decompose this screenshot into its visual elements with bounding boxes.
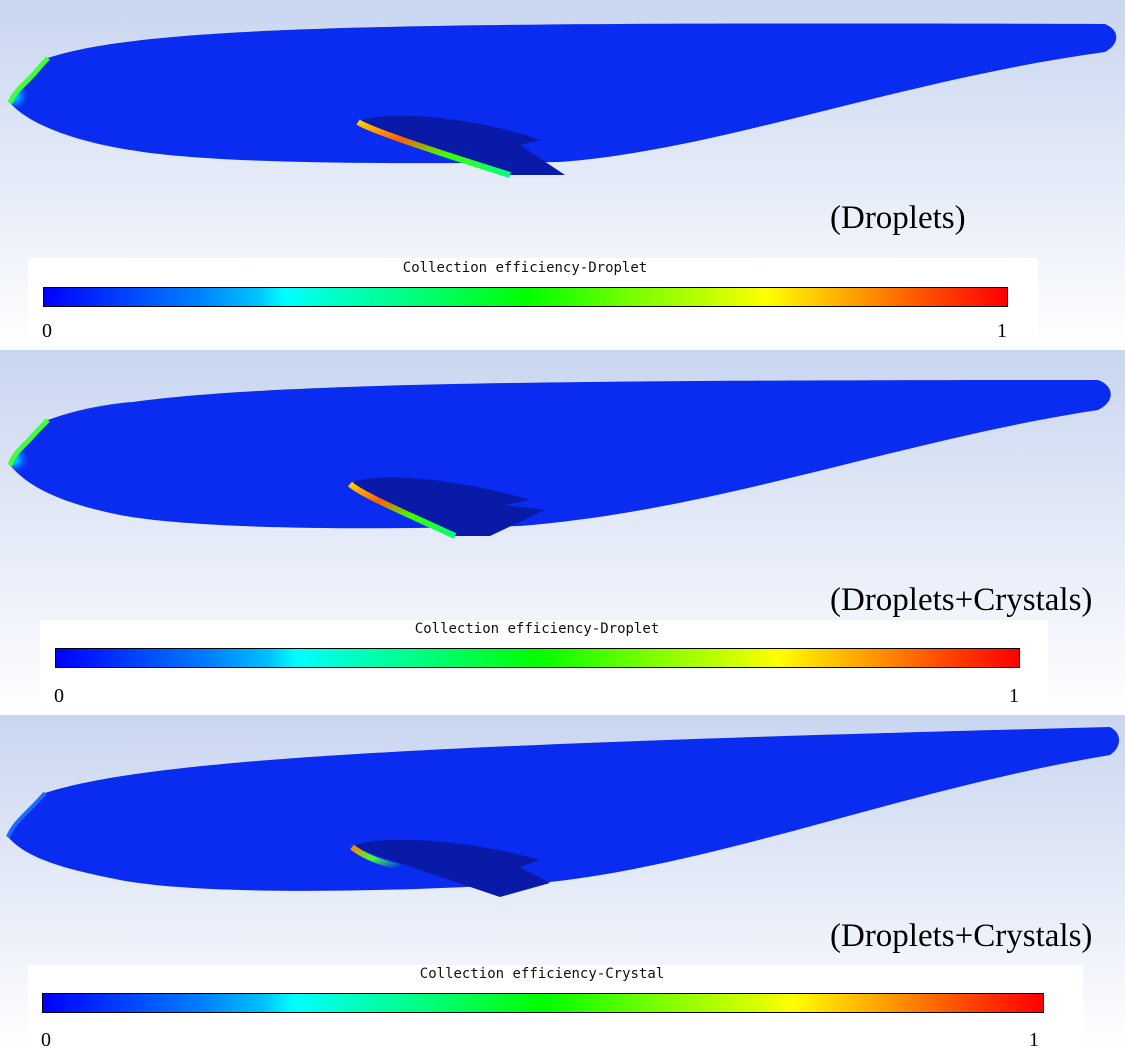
colorbar-title: Collection efficiency-Droplet: [402, 260, 648, 276]
wing: [358, 115, 565, 175]
colorbar-min-label: 0: [41, 1029, 51, 1050]
case-label: (Droplets+Crystals): [830, 918, 1093, 954]
nose-edge: [7, 56, 50, 105]
colorbar-max-label: 1: [1009, 685, 1019, 707]
colorbar: [43, 287, 1008, 307]
fuselage: [10, 380, 1111, 529]
fuselage: [8, 727, 1119, 891]
colorbar: [42, 993, 1044, 1013]
colorbar-min-label: 0: [42, 320, 52, 342]
wing-leading-edge: [350, 844, 401, 870]
wing: [350, 477, 545, 536]
colorbar: [55, 648, 1020, 668]
nose-edge: [7, 418, 50, 466]
colorbar-max-label: 1: [1029, 1029, 1039, 1050]
panel-droplets-crystals-droplet: (Droplets+Crystals) Collection efficienc…: [0, 350, 1125, 715]
colorbar-max-label: 1: [997, 320, 1007, 342]
wing-leading-edge: [356, 119, 511, 178]
case-label: (Droplets+Crystals): [830, 582, 1093, 618]
wing-leading-edge: [347, 481, 457, 539]
colorbar-title: Collection efficiency-Crystal: [419, 966, 665, 982]
colorbar-min-label: 0: [54, 685, 64, 707]
case-label: (Droplets): [830, 200, 966, 236]
nose-edge: [6, 791, 47, 838]
wing: [352, 839, 550, 897]
fuselage: [10, 23, 1117, 164]
colorbar-title: Collection efficiency-Droplet: [414, 621, 660, 637]
panel-droplets-crystals-crystal: (Droplets+Crystals) Collection efficienc…: [0, 715, 1125, 1050]
panel-droplets: (Droplets) Collection efficiency-Droplet…: [0, 0, 1125, 350]
